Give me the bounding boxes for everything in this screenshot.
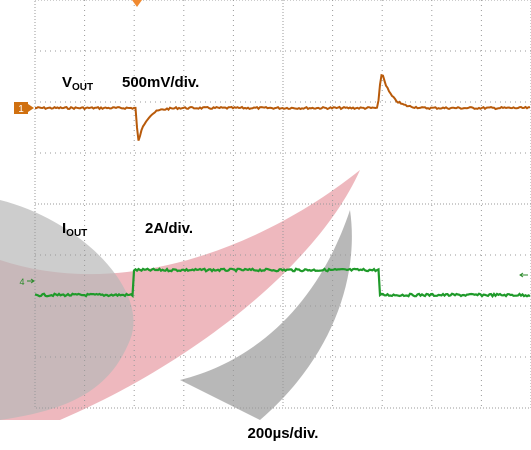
vout-subscript: OUT xyxy=(72,82,93,93)
ch1-marker-box xyxy=(14,102,28,114)
watermark-gray-right xyxy=(180,210,352,420)
iout-symbol: I xyxy=(62,220,66,237)
trigger-marker xyxy=(132,0,142,7)
iout-waveform xyxy=(34,267,531,299)
ch4-marker-arrow xyxy=(27,278,35,284)
watermark-gray-left xyxy=(0,200,134,420)
vout-scale: 500mV/div. xyxy=(122,74,199,91)
iout-subscript: OUT xyxy=(66,228,87,239)
ch4-offscreen-arrow xyxy=(519,272,528,278)
timebase-label: 200µs/div. xyxy=(248,425,319,442)
vout-waveform xyxy=(34,73,530,141)
iout-scale: 2A/div. xyxy=(145,220,193,237)
ch4-marker-label: 4 xyxy=(19,277,24,287)
iout-label: IOUT xyxy=(62,220,87,239)
ch1-marker-label: 1 xyxy=(18,104,24,115)
graticule xyxy=(34,0,531,409)
ch1-marker-arrow xyxy=(28,104,34,112)
vout-label: VOUT xyxy=(62,74,93,93)
vout-symbol: V xyxy=(62,74,72,91)
frame xyxy=(34,0,531,409)
vertical-grid xyxy=(84,0,482,408)
